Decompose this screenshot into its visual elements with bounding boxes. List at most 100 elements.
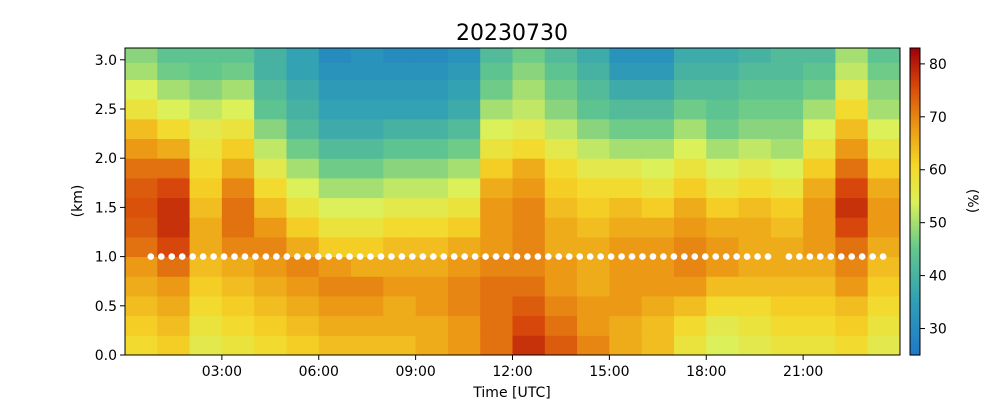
heatmap-cell <box>286 62 320 80</box>
colorbar-segment <box>910 270 920 274</box>
heatmap-cell <box>480 138 513 159</box>
heatmap-cell <box>157 118 191 140</box>
colorbar-segment <box>910 53 920 57</box>
marker-dot <box>628 253 636 260</box>
heatmap-cell <box>577 256 610 277</box>
marker-dot <box>220 253 228 260</box>
heatmap-cell <box>577 197 610 218</box>
marker-dot <box>283 253 291 260</box>
y-tick-label: 2.5 <box>95 102 117 118</box>
heatmap-cell <box>480 256 513 277</box>
colorbar-segment <box>910 145 920 149</box>
heatmap-cell <box>673 177 707 199</box>
heatmap-cell <box>544 236 578 258</box>
marker-dot <box>241 253 249 260</box>
heatmap-cell <box>254 62 287 80</box>
heatmap-cell <box>544 315 578 336</box>
colorbar-segment <box>910 73 920 77</box>
colorbar-tick-label: 80 <box>929 57 947 73</box>
heatmap-cell <box>480 48 513 63</box>
heatmap-cell <box>286 177 320 199</box>
heatmap-cell <box>415 118 449 140</box>
marker-dot <box>785 253 793 260</box>
heatmap-cell <box>738 276 772 297</box>
heatmap-cell <box>544 48 578 63</box>
heatmap-cell <box>189 118 223 140</box>
heatmap-cell <box>673 217 707 238</box>
y-axis-label: (km) <box>70 185 86 218</box>
colorbar-segment <box>910 204 920 208</box>
colorbar-segment <box>910 114 920 118</box>
heatmap-cell <box>738 197 772 218</box>
heatmap-cell <box>512 177 546 199</box>
colorbar-segment <box>910 224 920 228</box>
marker-dot <box>231 253 238 260</box>
heatmap-cell <box>189 177 223 199</box>
y-tick-label: 0.0 <box>95 348 117 364</box>
heatmap-cell <box>609 62 643 80</box>
marker-dot <box>701 253 709 260</box>
colorbar-segment <box>910 104 920 108</box>
colorbar-segment <box>910 76 920 80</box>
heatmap-cell <box>189 99 223 120</box>
colorbar-segment <box>910 68 920 72</box>
marker-dot <box>837 253 845 260</box>
heatmap-cell <box>221 315 255 336</box>
heatmap-cell <box>706 177 740 199</box>
chart-title: 20230730 <box>456 21 568 46</box>
heatmap-cell <box>577 217 610 238</box>
marker-dot <box>461 253 468 260</box>
colorbar-segment <box>910 101 920 105</box>
heatmap-cell <box>641 177 675 199</box>
heatmap-cell <box>447 158 481 179</box>
marker-dot <box>293 253 301 260</box>
heatmap-cell <box>641 158 675 179</box>
colorbar-segment <box>910 96 920 100</box>
heatmap-cell <box>512 138 546 159</box>
colorbar-segment <box>910 91 920 95</box>
colorbar-segment <box>910 329 920 333</box>
heatmap-cell <box>351 276 384 297</box>
marker-dot <box>555 253 563 260</box>
colorbar-segment <box>910 331 920 336</box>
heatmap-cell <box>383 158 417 179</box>
colorbar-segment <box>910 58 920 62</box>
x-tick-label: 03:00 <box>202 364 242 380</box>
heatmap-cell <box>447 276 481 297</box>
colorbar-segment <box>910 55 920 59</box>
heatmap-cell <box>415 177 449 199</box>
heatmap-cell <box>221 99 255 120</box>
heatmap-cell <box>351 79 384 100</box>
marker-dot <box>367 253 374 260</box>
colorbar-segment <box>910 71 920 75</box>
heatmap-cell <box>867 295 901 317</box>
heatmap-cell <box>157 99 191 120</box>
heatmap-cell <box>221 335 255 356</box>
colorbar-segment <box>910 181 920 185</box>
marker-dot <box>189 253 196 260</box>
colorbar-segment <box>910 342 920 346</box>
heatmap-cell <box>286 236 320 258</box>
marker-dot <box>743 253 751 260</box>
heatmap-cell <box>770 217 804 238</box>
colorbar-segment <box>910 339 920 343</box>
heatmap-cell <box>351 138 384 159</box>
heatmap-cell <box>189 48 223 63</box>
heatmap-cell <box>803 158 836 179</box>
heatmap-cell <box>512 217 546 238</box>
marker-dot <box>335 253 343 260</box>
colorbar-segment <box>910 160 920 164</box>
heatmap-cell <box>544 217 578 238</box>
colorbar-tick-label: 50 <box>929 216 947 232</box>
heatmap-cell <box>641 99 675 120</box>
heatmap-cell <box>286 315 320 336</box>
heatmap-cell <box>706 79 740 100</box>
heatmap-cell <box>803 276 836 297</box>
heatmap-cell <box>447 335 481 356</box>
heatmap-cell <box>254 335 287 356</box>
marker-dot <box>471 253 479 260</box>
colorbar-segment <box>910 142 920 146</box>
colorbar-segment <box>910 298 920 302</box>
heatmap-cell <box>318 48 352 63</box>
colorbar-segment <box>910 152 920 157</box>
